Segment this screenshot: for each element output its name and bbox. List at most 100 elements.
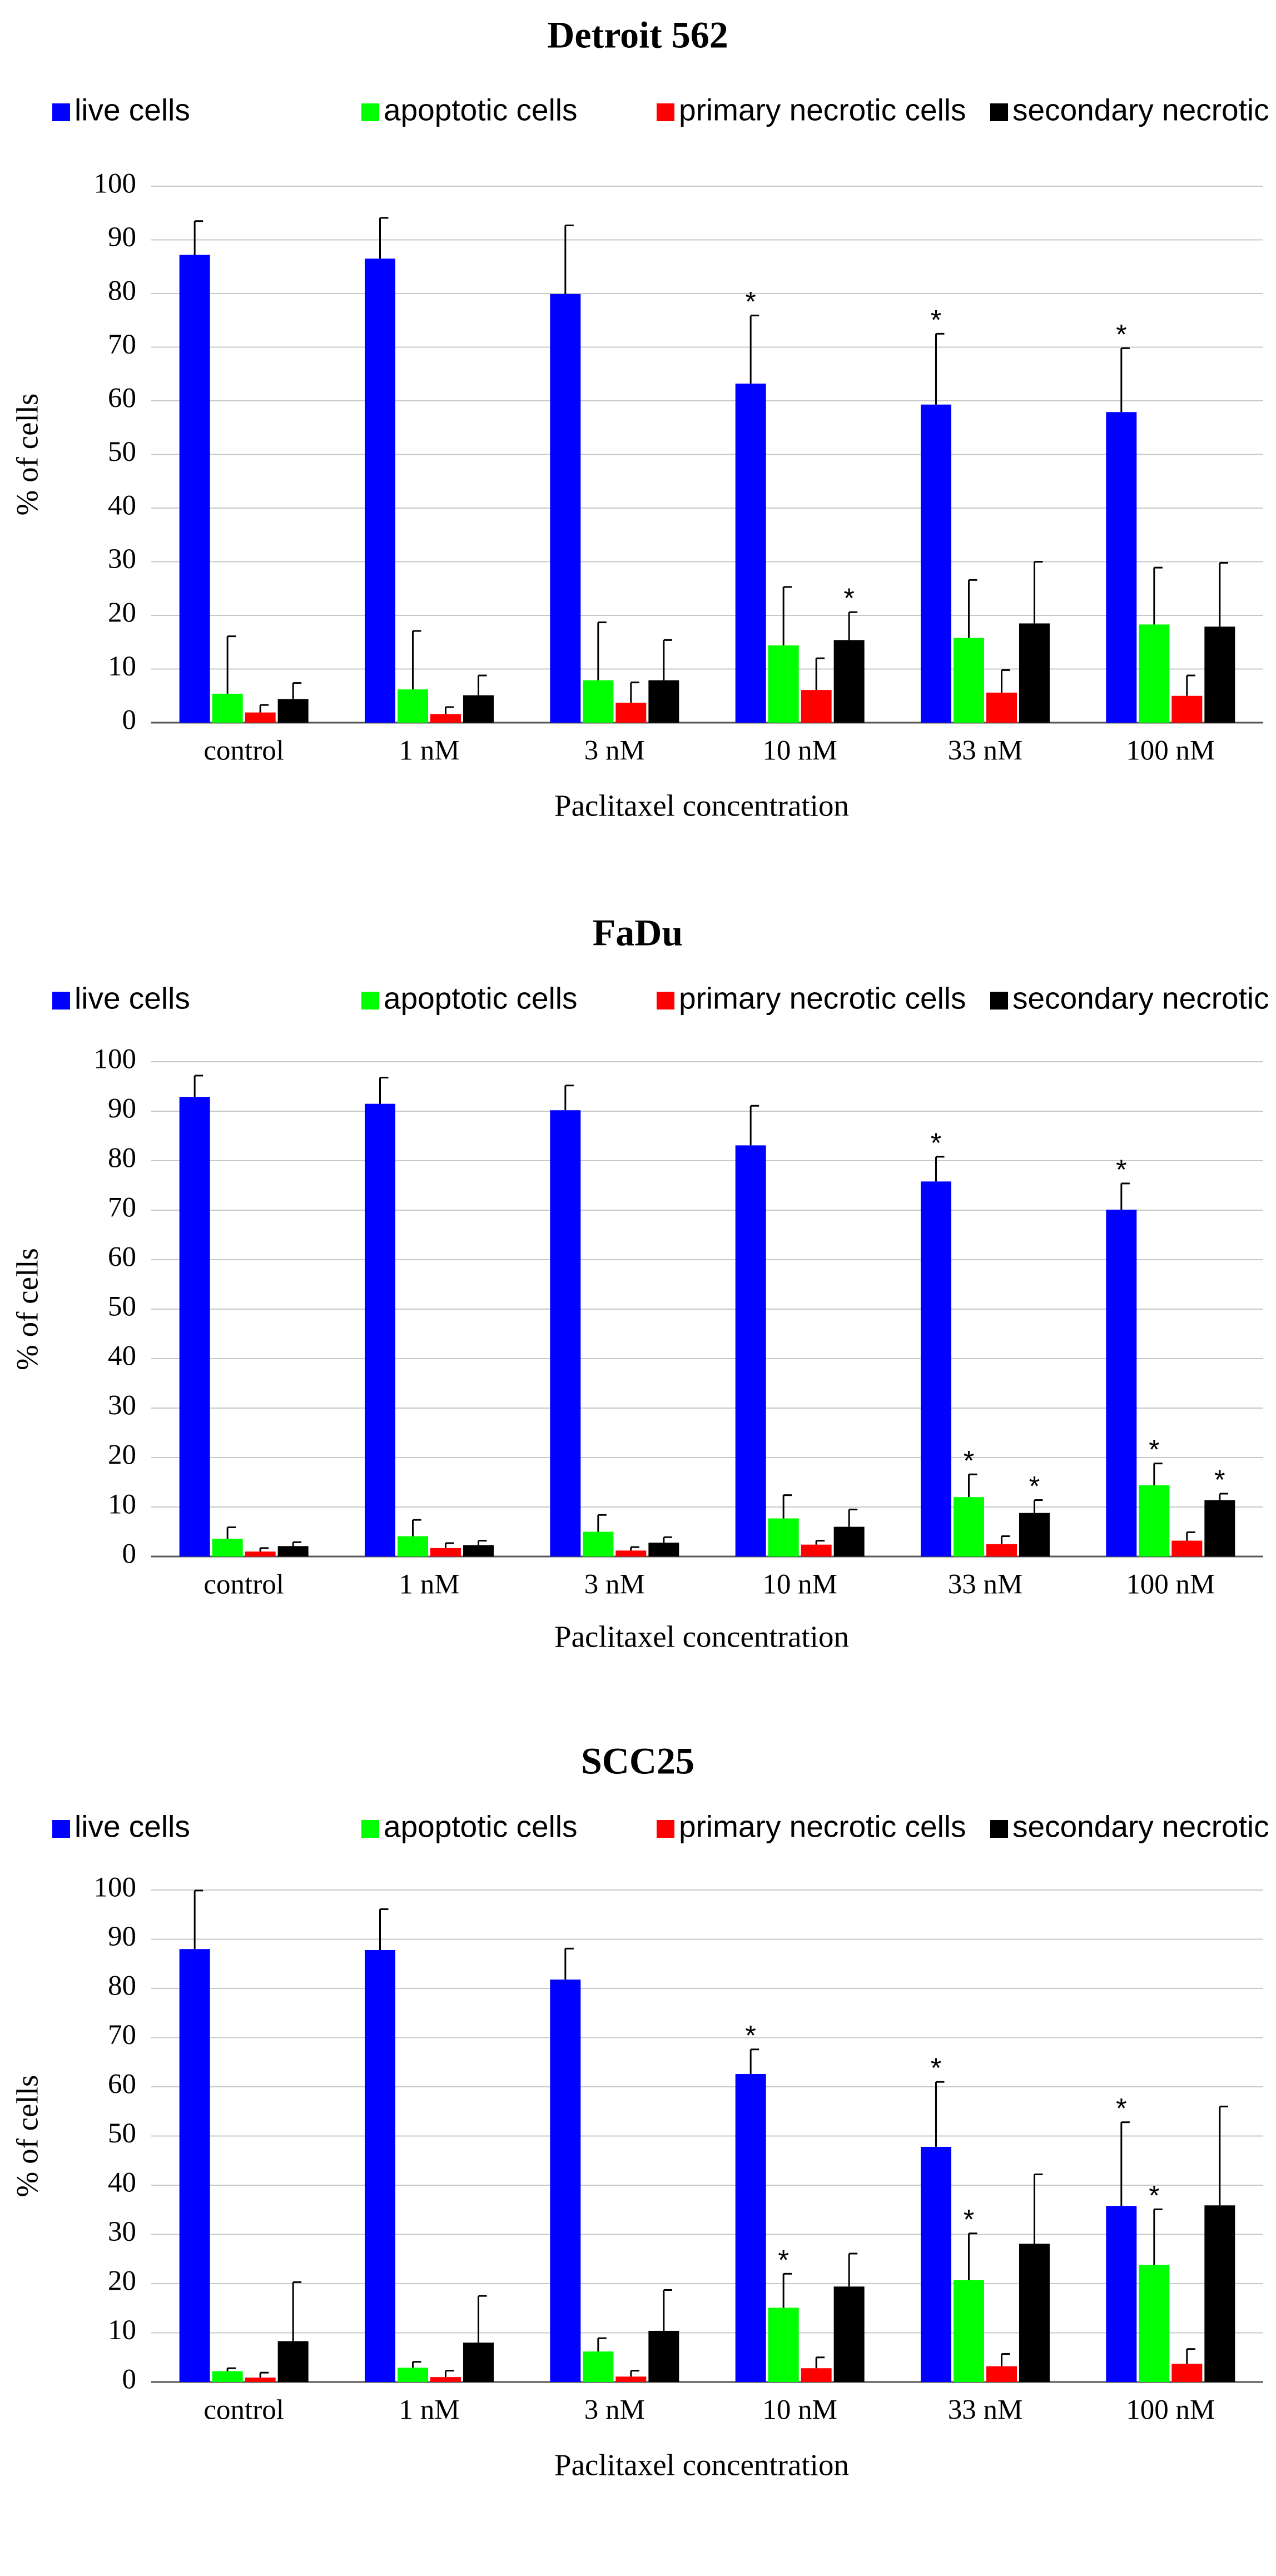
bar-secondary-necrotic-cells-33-nm: [1019, 1513, 1050, 1556]
significance-marker: *: [1214, 1464, 1225, 1495]
y-tick-label: 30: [108, 1390, 136, 1421]
bar-live-cells-33-nm: [921, 404, 951, 723]
y-tick-label: 90: [108, 222, 136, 253]
legend-swatch-live-cells: [52, 992, 70, 1009]
y-tick-label: 100: [94, 1044, 137, 1075]
y-tick-label: 10: [108, 651, 136, 682]
x-tick-label: 33 nM: [948, 2395, 1023, 2426]
bar-primary-necrotic-cells-100-nm: [1171, 2364, 1203, 2382]
y-tick-label: 90: [108, 1093, 136, 1125]
bar-primary-necrotic-cells-control: [245, 1551, 276, 1556]
significance-marker: *: [931, 304, 941, 335]
y-tick-label: 100: [94, 168, 137, 200]
chart-title: Detroit 562: [547, 14, 728, 56]
x-tick-label: 3 nM: [584, 1569, 645, 1600]
x-tick-label: 100 nM: [1126, 1569, 1215, 1600]
legend-label-primary-necrotic-cells: primary necrotic cells: [679, 1809, 966, 1844]
y-tick-label: 60: [108, 2069, 136, 2100]
bar-secondary-necrotic-cells-3-nm: [648, 680, 679, 723]
x-tick-label: control: [203, 735, 284, 767]
legend-swatch-secondary-necrotic-cells: [990, 103, 1008, 121]
bar-primary-necrotic-cells-10-nm: [801, 690, 832, 723]
legend-swatch-primary-necrotic-cells: [657, 992, 674, 1009]
bar-secondary-necrotic-cells-3-nm: [648, 2330, 679, 2382]
bar-live-cells-3-nm: [550, 1110, 581, 1556]
bar-secondary-necrotic-cells-100-nm: [1204, 626, 1235, 723]
bar-apoptotic-cells-1-nm: [398, 689, 428, 723]
significance-marker: *: [778, 2244, 788, 2275]
y-tick-label: 90: [108, 1921, 136, 1952]
y-tick-label: 80: [108, 276, 136, 307]
y-tick-label: 40: [108, 2167, 136, 2199]
x-tick-label: 1 nM: [399, 1569, 459, 1600]
y-tick-label: 10: [108, 1489, 136, 1520]
bar-primary-necrotic-cells-33-nm: [986, 2366, 1017, 2382]
significance-marker: *: [1116, 1154, 1126, 1185]
y-tick-label: 80: [108, 1143, 136, 1174]
bar-live-cells-10-nm: [735, 1145, 766, 1556]
y-tick-label: 20: [108, 1440, 136, 1471]
bar-apoptotic-cells-1-nm: [398, 2368, 428, 2382]
chart-title: FaDu: [593, 912, 683, 954]
x-tick-label: 10 nM: [762, 2395, 837, 2426]
y-tick-label: 30: [108, 2216, 136, 2247]
y-tick-label: 80: [108, 1971, 136, 2002]
bar-primary-necrotic-cells-100-nm: [1171, 1540, 1203, 1556]
significance-marker: *: [1029, 1471, 1040, 1502]
bar-apoptotic-cells-100-nm: [1139, 1485, 1170, 1556]
bar-primary-necrotic-cells-1-nm: [430, 714, 461, 723]
significance-marker: *: [931, 1127, 941, 1158]
legend-swatch-apoptotic-cells: [361, 992, 379, 1009]
y-tick-label: 70: [108, 2020, 136, 2051]
bar-secondary-necrotic-cells-control: [277, 1546, 309, 1556]
chart-title: SCC25: [581, 1740, 694, 1782]
legend-swatch-primary-necrotic-cells: [657, 103, 674, 121]
bar-live-cells-1-nm: [365, 258, 395, 723]
legend-swatch-apoptotic-cells: [361, 1820, 379, 1838]
bar-secondary-necrotic-cells-100-nm: [1204, 1500, 1235, 1556]
legend-label-secondary-necrotic-cells: secondary necrotic cells: [1012, 981, 1276, 1016]
y-tick-label: 60: [108, 383, 136, 414]
bar-apoptotic-cells-33-nm: [954, 638, 984, 723]
significance-marker: *: [843, 583, 854, 614]
significance-marker: *: [931, 2052, 941, 2083]
y-tick-label: 70: [108, 329, 136, 360]
legend-swatch-live-cells: [52, 103, 70, 121]
legend-label-secondary-necrotic-cells: secondary necrotic cells: [1012, 93, 1276, 127]
y-axis-label: % of cells: [11, 2075, 44, 2197]
bar-primary-necrotic-cells-3-nm: [615, 703, 647, 723]
y-tick-label: 50: [108, 436, 136, 468]
chart-fadu: FaDu live cells apoptotic cells primary nec…: [11, 912, 1276, 1654]
bar-apoptotic-cells-3-nm: [583, 1531, 614, 1556]
legend-label-secondary-necrotic-cells: secondary necrotic cells: [1012, 1809, 1276, 1844]
bar-primary-necrotic-cells-control: [245, 712, 276, 723]
x-axis-label: Paclitaxel concentration: [554, 789, 849, 823]
bar-apoptotic-cells-10-nm: [768, 1518, 799, 1556]
bar-apoptotic-cells-100-nm: [1139, 2265, 1170, 2382]
bar-live-cells-33-nm: [921, 2146, 951, 2382]
bar-secondary-necrotic-cells-33-nm: [1019, 623, 1050, 723]
x-tick-label: 33 nM: [948, 1569, 1023, 1600]
y-tick-label: 10: [108, 2315, 136, 2346]
bar-apoptotic-cells-1-nm: [398, 1536, 428, 1556]
bar-apoptotic-cells-3-nm: [583, 2351, 614, 2382]
x-tick-label: 1 nM: [399, 2395, 459, 2426]
y-tick-label: 50: [108, 2118, 136, 2149]
y-tick-label: 30: [108, 544, 136, 575]
bar-live-cells-10-nm: [735, 384, 766, 723]
x-axis-label: Paclitaxel concentration: [554, 2448, 849, 2482]
y-tick-label: 40: [108, 1341, 136, 1372]
bar-live-cells-33-nm: [921, 1181, 951, 1556]
x-tick-label: 10 nM: [762, 735, 837, 767]
bar-secondary-necrotic-cells-control: [277, 2341, 309, 2382]
bar-primary-necrotic-cells-100-nm: [1171, 695, 1203, 723]
significance-marker: *: [745, 2020, 756, 2051]
chart-scc25: SCC25 live cells apoptotic cells primary ne…: [11, 1740, 1276, 2482]
bar-apoptotic-cells-33-nm: [954, 1497, 984, 1556]
bar-secondary-necrotic-cells-control: [277, 699, 309, 723]
y-axis-label: % of cells: [11, 394, 44, 516]
bar-live-cells-100-nm: [1106, 2206, 1137, 2382]
bar-primary-necrotic-cells-10-nm: [801, 1544, 832, 1556]
bar-secondary-necrotic-cells-10-nm: [833, 1526, 865, 1556]
bar-apoptotic-cells-control: [212, 2371, 243, 2382]
